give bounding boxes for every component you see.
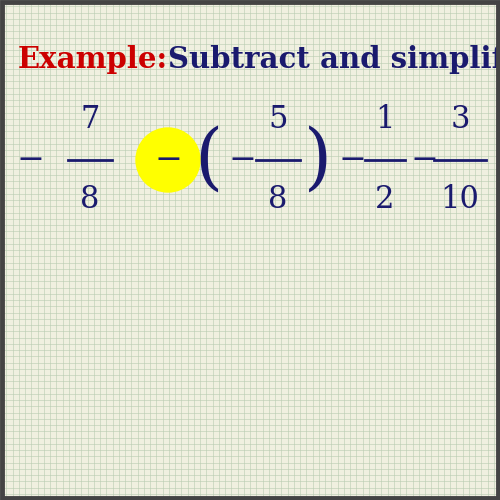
Text: ): ) — [304, 124, 332, 196]
Text: 7: 7 — [80, 104, 100, 136]
Text: 10: 10 — [440, 184, 480, 216]
Text: −: − — [339, 144, 367, 176]
Text: −: − — [228, 144, 256, 176]
Text: −: − — [154, 144, 182, 176]
Text: 3: 3 — [450, 104, 470, 136]
Text: (: ( — [194, 124, 222, 196]
Text: 8: 8 — [80, 184, 100, 216]
Text: −: − — [410, 144, 438, 176]
Text: Subtract and simplify.: Subtract and simplify. — [168, 46, 500, 74]
Text: 8: 8 — [268, 184, 287, 216]
Text: −: − — [16, 144, 44, 176]
Text: 5: 5 — [268, 104, 288, 136]
Text: 1: 1 — [375, 104, 395, 136]
Text: Example:: Example: — [18, 46, 168, 74]
Circle shape — [136, 128, 200, 192]
Text: 2: 2 — [375, 184, 395, 216]
